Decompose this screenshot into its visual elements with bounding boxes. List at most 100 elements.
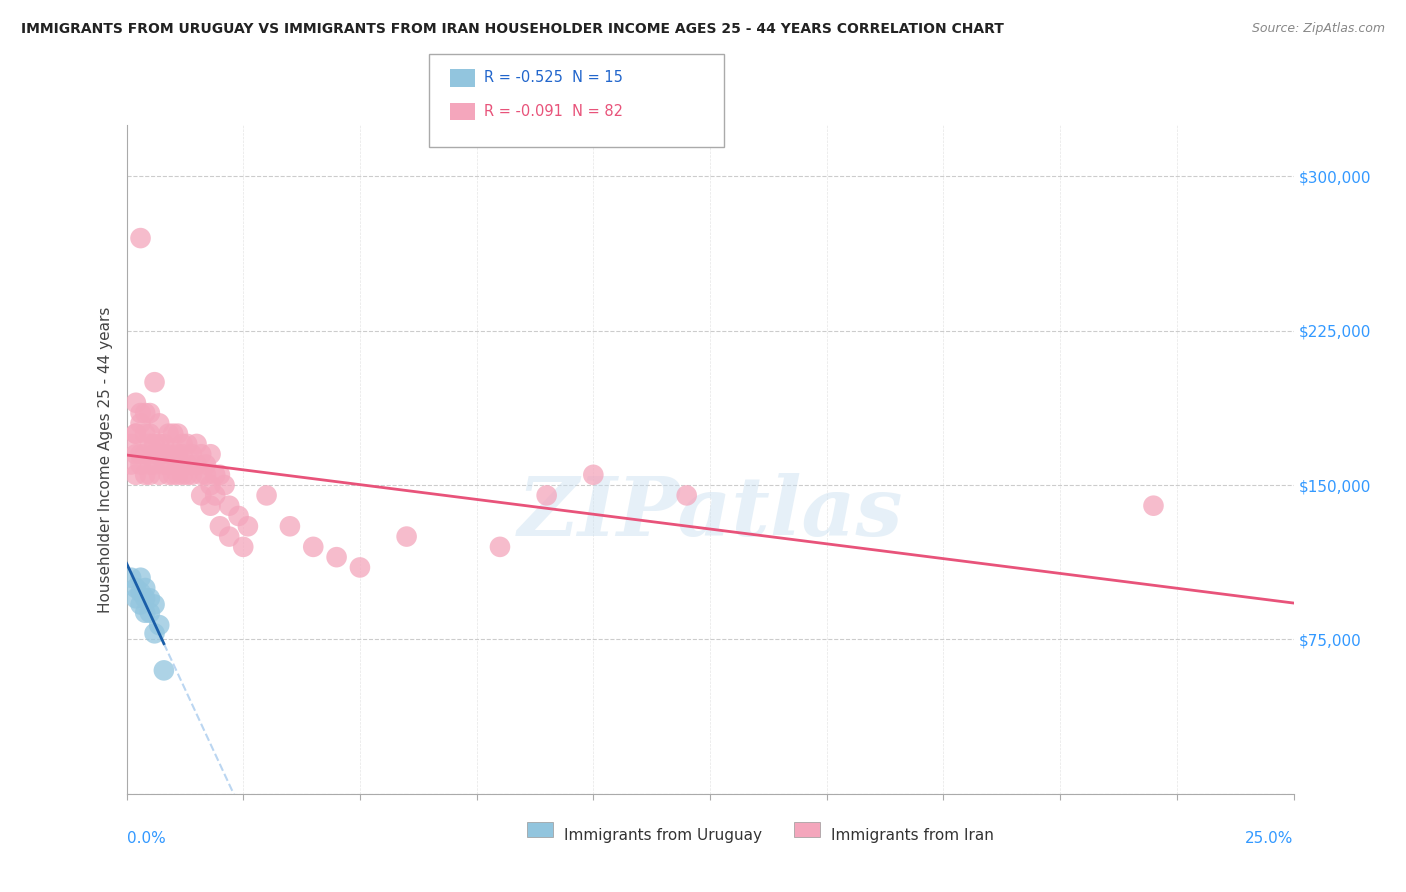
Point xyxy=(194,467,217,482)
Point xyxy=(256,488,278,502)
Point xyxy=(120,437,142,451)
Point xyxy=(349,560,371,574)
Text: Source: ZipAtlas.com: Source: ZipAtlas.com xyxy=(1251,22,1385,36)
Point xyxy=(134,606,156,620)
Point xyxy=(129,598,152,612)
Point xyxy=(325,550,347,565)
Point xyxy=(489,540,512,554)
Point xyxy=(125,396,148,410)
Text: Immigrants from Iran: Immigrants from Iran xyxy=(831,829,994,843)
Point xyxy=(129,406,152,420)
Text: ZIPatlas: ZIPatlas xyxy=(517,473,903,553)
Point xyxy=(302,540,325,554)
Point xyxy=(186,458,208,472)
Point xyxy=(120,571,142,585)
Text: 25.0%: 25.0% xyxy=(1246,831,1294,847)
Point xyxy=(176,437,198,451)
Point xyxy=(129,417,152,431)
Point xyxy=(148,447,170,461)
Point xyxy=(218,530,240,544)
Point xyxy=(162,467,184,482)
Point xyxy=(190,467,212,482)
Text: Immigrants from Uruguay: Immigrants from Uruguay xyxy=(564,829,762,843)
Point xyxy=(134,581,156,595)
Point xyxy=(190,488,212,502)
Point xyxy=(143,447,166,461)
Point xyxy=(157,447,180,461)
Point xyxy=(157,467,180,482)
Point xyxy=(157,458,180,472)
Text: R = -0.525  N = 15: R = -0.525 N = 15 xyxy=(484,70,623,85)
Point xyxy=(125,581,148,595)
Point xyxy=(134,426,156,441)
Point xyxy=(143,375,166,389)
Point xyxy=(143,458,166,472)
Point xyxy=(134,447,156,461)
Point xyxy=(208,467,231,482)
Point xyxy=(129,458,152,472)
Point xyxy=(200,447,222,461)
Point xyxy=(278,519,301,533)
Point xyxy=(536,488,558,502)
Point xyxy=(139,591,162,606)
Point xyxy=(162,426,184,441)
Point xyxy=(153,664,176,678)
Point xyxy=(134,467,156,482)
Point xyxy=(148,437,170,451)
Point xyxy=(218,499,240,513)
Point xyxy=(186,437,208,451)
Point xyxy=(204,488,226,502)
Point xyxy=(176,467,198,482)
Y-axis label: Householder Income Ages 25 - 44 years: Householder Income Ages 25 - 44 years xyxy=(97,306,112,613)
Point xyxy=(167,458,190,472)
Point xyxy=(129,447,152,461)
Point xyxy=(139,467,162,482)
Point xyxy=(139,437,162,451)
Point xyxy=(129,571,152,585)
Point xyxy=(172,467,194,482)
Point xyxy=(143,626,166,640)
Point xyxy=(148,417,170,431)
Point xyxy=(190,447,212,461)
Point xyxy=(228,508,250,523)
Point xyxy=(134,591,156,606)
Point xyxy=(214,478,236,492)
Point xyxy=(200,478,222,492)
Point xyxy=(582,467,605,482)
Point xyxy=(172,447,194,461)
Text: IMMIGRANTS FROM URUGUAY VS IMMIGRANTS FROM IRAN HOUSEHOLDER INCOME AGES 25 - 44 : IMMIGRANTS FROM URUGUAY VS IMMIGRANTS FR… xyxy=(21,22,1004,37)
Point xyxy=(120,458,142,472)
Point xyxy=(167,447,190,461)
Point xyxy=(675,488,697,502)
Text: 0.0%: 0.0% xyxy=(127,831,166,847)
Point xyxy=(395,530,418,544)
Text: R = -0.091  N = 82: R = -0.091 N = 82 xyxy=(484,104,623,119)
Point xyxy=(139,406,162,420)
Point xyxy=(139,426,162,441)
Point xyxy=(180,447,202,461)
Point xyxy=(236,519,259,533)
Point xyxy=(148,467,170,482)
Point xyxy=(139,458,162,472)
Point xyxy=(232,540,254,554)
Point xyxy=(162,447,184,461)
Point xyxy=(129,585,152,599)
Point xyxy=(200,499,222,513)
Point xyxy=(148,618,170,632)
Point xyxy=(153,458,176,472)
Point xyxy=(167,426,190,441)
Point xyxy=(153,447,176,461)
Point xyxy=(125,467,148,482)
Point xyxy=(125,447,148,461)
Point xyxy=(129,231,152,245)
Point xyxy=(167,467,190,482)
Point xyxy=(172,437,194,451)
Point xyxy=(153,437,176,451)
Point xyxy=(125,591,148,606)
Point xyxy=(125,426,148,441)
Point xyxy=(143,437,166,451)
Point xyxy=(139,606,162,620)
Point xyxy=(1142,499,1164,513)
Point xyxy=(134,406,156,420)
Point xyxy=(180,467,202,482)
